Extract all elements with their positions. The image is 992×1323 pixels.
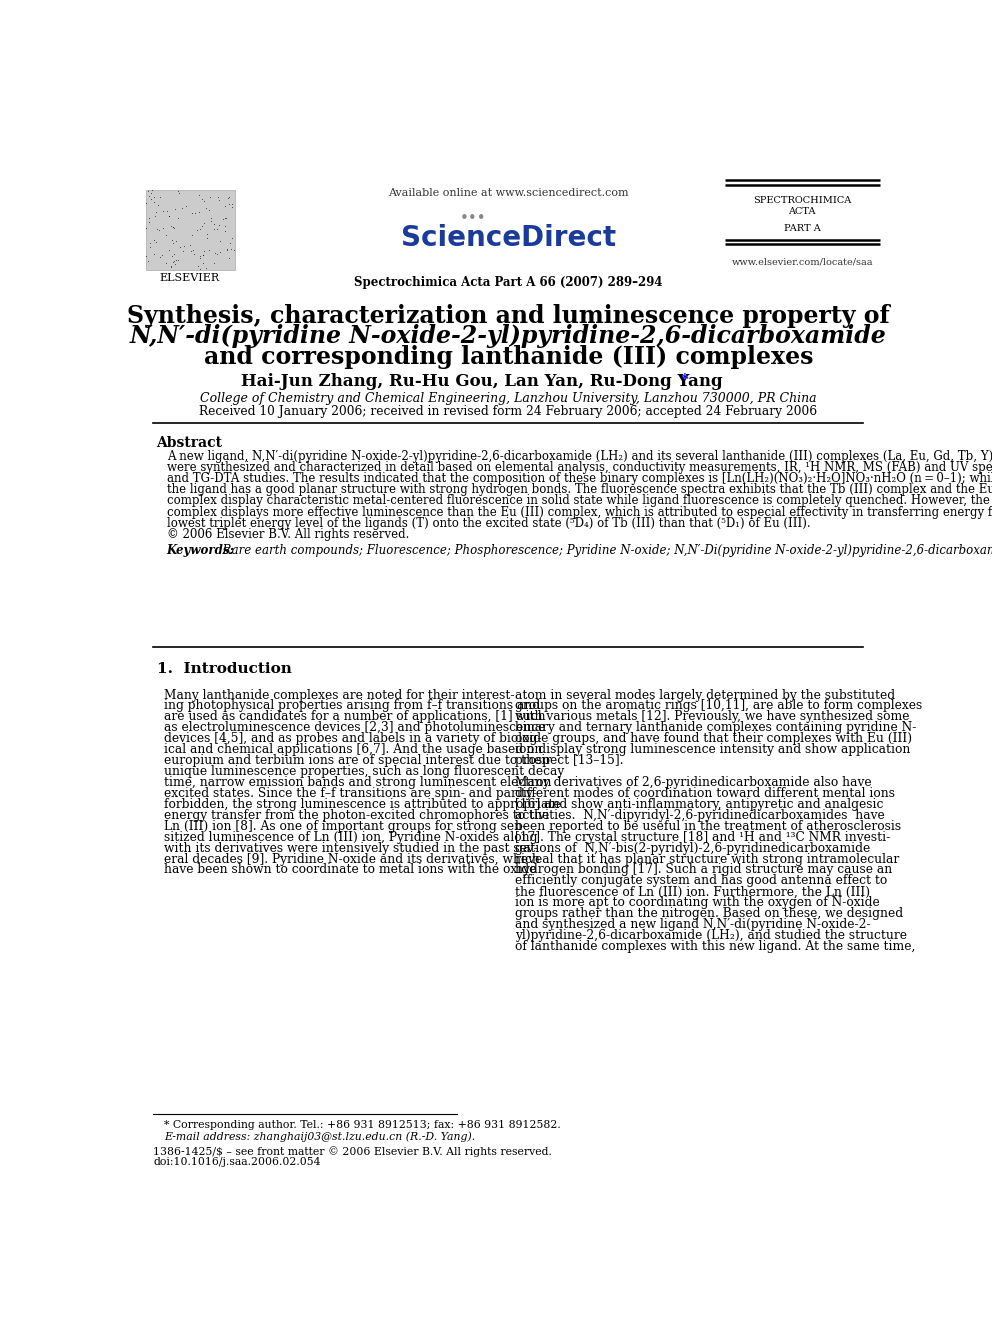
Text: •••: •••: [459, 212, 486, 226]
Text: www.elsevier.com/locate/saa: www.elsevier.com/locate/saa: [731, 257, 873, 266]
Text: and TG-DTA studies. The results indicated that the composition of these binary c: and TG-DTA studies. The results indicate…: [167, 472, 992, 486]
Text: forbidden, the strong luminescence is attributed to appropriate: forbidden, the strong luminescence is at…: [165, 798, 560, 811]
Text: [17]. The crystal structure [18] and ¹H and ¹³C NMR investi-: [17]. The crystal structure [18] and ¹H …: [515, 831, 890, 844]
Text: hydrogen bonding [17]. Such a rigid structure may cause an: hydrogen bonding [17]. Such a rigid stru…: [515, 864, 892, 876]
Text: *: *: [681, 373, 688, 386]
Text: Rare earth compounds; Fluorescence; Phosphorescence; Pyridine N-oxide; N,N′-Di(p: Rare earth compounds; Fluorescence; Phos…: [214, 544, 992, 557]
Text: complex displays more effective luminescence than the Eu (III) complex, which is: complex displays more effective luminesc…: [167, 505, 992, 519]
Text: PART A: PART A: [784, 224, 820, 233]
Text: unique luminescence properties, such as long fluorescent decay: unique luminescence properties, such as …: [165, 765, 564, 778]
Text: ical and chemical applications [6,7]. And the usage based on: ical and chemical applications [6,7]. An…: [165, 744, 543, 757]
Text: Spectrochimica Acta Part A 66 (2007) 289–294: Spectrochimica Acta Part A 66 (2007) 289…: [354, 275, 663, 288]
Text: binary and ternary lanthanide complexes containing pyridine N-: binary and ternary lanthanide complexes …: [515, 721, 916, 734]
Text: with various metals [12]. Previously, we have synthesized some: with various metals [12]. Previously, we…: [515, 710, 909, 724]
Text: are used as candidates for a number of applications, [1] such: are used as candidates for a number of a…: [165, 710, 546, 724]
Text: Received 10 January 2006; received in revised form 24 February 2006; accepted 24: Received 10 January 2006; received in re…: [199, 405, 817, 418]
Text: 1.  Introduction: 1. Introduction: [157, 662, 292, 676]
Text: 1386-1425/$ – see front matter © 2006 Elsevier B.V. All rights reserved.: 1386-1425/$ – see front matter © 2006 El…: [154, 1146, 553, 1156]
Text: complex display characteristic metal-centered fluorescence in solid state while : complex display characteristic metal-cen…: [167, 495, 992, 508]
Text: Hai-Jun Zhang, Ru-Hu Gou, Lan Yan, Ru-Dong Yang: Hai-Jun Zhang, Ru-Hu Gou, Lan Yan, Ru-Do…: [241, 373, 723, 390]
Text: gations of  N,N′-bis(2-pyridyl)-2,6-pyridinedicarboxamide: gations of N,N′-bis(2-pyridyl)-2,6-pyrid…: [515, 841, 870, 855]
Text: oxide groups, and have found that their complexes with Eu (III): oxide groups, and have found that their …: [515, 732, 912, 745]
Text: SPECTROCHIMICA: SPECTROCHIMICA: [753, 196, 851, 205]
Text: groups rather than the nitrogen. Based on these, we designed: groups rather than the nitrogen. Based o…: [515, 908, 903, 921]
Text: Abstract: Abstract: [157, 437, 222, 450]
Text: time, narrow emission bands and strong luminescent electron: time, narrow emission bands and strong l…: [165, 777, 552, 789]
Text: europium and terbium ions are of special interest due to their: europium and terbium ions are of special…: [165, 754, 552, 767]
Text: E-mail address: zhanghaij03@st.lzu.edu.cn (R.-D. Yang).: E-mail address: zhanghaij03@st.lzu.edu.c…: [165, 1131, 475, 1142]
FancyBboxPatch shape: [146, 189, 235, 270]
Text: doi:10.1016/j.saa.2006.02.054: doi:10.1016/j.saa.2006.02.054: [154, 1156, 321, 1167]
Text: excited states. Since the f–f transitions are spin- and parity-: excited states. Since the f–f transition…: [165, 787, 538, 800]
Text: ELSEVIER: ELSEVIER: [160, 273, 220, 283]
Text: the fluorescence of Ln (III) ion. Furthermore, the Ln (III): the fluorescence of Ln (III) ion. Furthe…: [515, 885, 870, 898]
Text: Many derivatives of 2,6-pyridinedicarboxamide also have: Many derivatives of 2,6-pyridinedicarbox…: [515, 777, 871, 789]
Text: activities.  N,N′-dipyridyl-2,6-pyridinedicarboxamides  have: activities. N,N′-dipyridyl-2,6-pyridined…: [515, 808, 884, 822]
Text: of lanthanide complexes with this new ligand. At the same time,: of lanthanide complexes with this new li…: [515, 941, 915, 953]
Text: Many lanthanide complexes are noted for their interest-: Many lanthanide complexes are noted for …: [165, 688, 515, 701]
Text: prospect [13–15].: prospect [13–15].: [515, 754, 623, 767]
Text: ion is more apt to coordinating with the oxygen of N-oxide: ion is more apt to coordinating with the…: [515, 896, 879, 909]
Text: ing photophysical properties arising from f–f transitions and: ing photophysical properties arising fro…: [165, 700, 541, 713]
Text: and corresponding lanthanide (III) complexes: and corresponding lanthanide (III) compl…: [203, 345, 813, 369]
Text: efficiently conjugate system and has good antenna effect to: efficiently conjugate system and has goo…: [515, 875, 887, 888]
Text: lowest triplet energy level of the ligands (T) onto the excited state (⁵D₄) of T: lowest triplet energy level of the ligan…: [167, 517, 810, 529]
Text: the ligand has a good planar structure with strong hydrogen bonds. The fluoresce: the ligand has a good planar structure w…: [167, 483, 992, 496]
Text: Synthesis, characterization and luminescence property of: Synthesis, characterization and luminesc…: [127, 303, 890, 328]
Text: Available online at www.sciencedirect.com: Available online at www.sciencedirect.co…: [388, 188, 629, 198]
Text: were synthesized and characterized in detail based on elemental analysis, conduc: were synthesized and characterized in de…: [167, 460, 992, 474]
Text: atom in several modes largely determined by the substituted: atom in several modes largely determined…: [515, 688, 895, 701]
Text: A new ligand, N,N′-di(pyridine N-oxide-2-yl)pyridine-2,6-dicarboxamide (LH₂) and: A new ligand, N,N′-di(pyridine N-oxide-2…: [167, 450, 992, 463]
Text: ScienceDirect: ScienceDirect: [401, 224, 616, 253]
Text: College of Chemistry and Chemical Engineering, Lanzhou University, Lanzhou 73000: College of Chemistry and Chemical Engine…: [200, 392, 816, 405]
Text: been reported to be useful in the treatment of atherosclerosis: been reported to be useful in the treatm…: [515, 820, 901, 832]
Text: groups on the aromatic rings [10,11], are able to form complexes: groups on the aromatic rings [10,11], ar…: [515, 700, 922, 713]
Text: as electroluminescence devices [2,3] and photoluminescence: as electroluminescence devices [2,3] and…: [165, 721, 546, 734]
Text: ACTA: ACTA: [789, 206, 815, 216]
Text: * Corresponding author. Tel.: +86 931 8912513; fax: +86 931 8912582.: * Corresponding author. Tel.: +86 931 89…: [165, 1119, 561, 1130]
Text: sitized luminescence of Ln (III) ion, Pyridine N-oxides along: sitized luminescence of Ln (III) ion, Py…: [165, 831, 538, 844]
Text: and synthesized a new ligand N,N′-di(pyridine N-oxide-2-: and synthesized a new ligand N,N′-di(pyr…: [515, 918, 870, 931]
Text: Ln (III) ion [8]. As one of important groups for strong sen-: Ln (III) ion [8]. As one of important gr…: [165, 820, 527, 832]
Text: yl)pyridine-2,6-dicarboxamide (LH₂), and studied the structure: yl)pyridine-2,6-dicarboxamide (LH₂), and…: [515, 929, 907, 942]
Text: with its derivatives were intensively studied in the past sev-: with its derivatives were intensively st…: [165, 841, 539, 855]
Text: have been shown to coordinate to metal ions with the oxide: have been shown to coordinate to metal i…: [165, 864, 537, 876]
Text: [16] and show anti-inflammatory, antipyretic and analgesic: [16] and show anti-inflammatory, antipyr…: [515, 798, 883, 811]
Text: reveal that it has planar structure with strong intramolecular: reveal that it has planar structure with…: [515, 852, 899, 865]
Text: © 2006 Elsevier B.V. All rights reserved.: © 2006 Elsevier B.V. All rights reserved…: [167, 528, 409, 541]
Text: devices [4,5], and as probes and labels in a variety of biolog-: devices [4,5], and as probes and labels …: [165, 732, 542, 745]
Text: N,N′-di(pyridine N-oxide-2-yl)pyridine-2,6-dicarboxamide: N,N′-di(pyridine N-oxide-2-yl)pyridine-2…: [130, 324, 887, 348]
Text: eral decades [9]. Pyridine N-oxide and its derivatives, which: eral decades [9]. Pyridine N-oxide and i…: [165, 852, 541, 865]
Text: energy transfer from the photon-excited chromophores to the: energy transfer from the photon-excited …: [165, 808, 550, 822]
Text: ion display strong luminescence intensity and show application: ion display strong luminescence intensit…: [515, 744, 910, 757]
Text: different modes of coordination toward different mental ions: different modes of coordination toward d…: [515, 787, 895, 800]
Text: Keywords:: Keywords:: [167, 544, 234, 557]
